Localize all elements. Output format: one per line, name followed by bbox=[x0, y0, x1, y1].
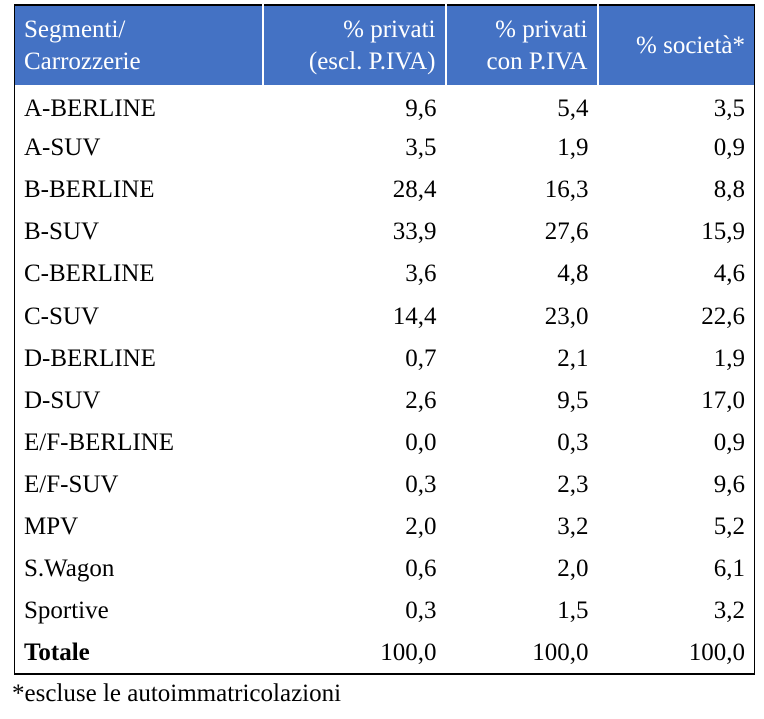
header-privati-con-piva: % privati con P.IVA bbox=[444, 5, 598, 85]
row-label: B-SUV bbox=[24, 218, 100, 246]
row-label: C-SUV bbox=[24, 302, 100, 330]
header-segmenti: Segmenti/ Carrozzerie bbox=[14, 5, 263, 85]
cell-privati-con: 1,9 bbox=[557, 134, 589, 162]
cell-privati-escl: 9,6 bbox=[405, 95, 437, 123]
table-row: S.Wagon 0,6 2,0 6,1 bbox=[15, 548, 755, 590]
row-label: E/F-SUV bbox=[24, 470, 119, 498]
footnote: *escluse le autoimmatricolazioni bbox=[12, 680, 342, 707]
table-row: C-SUV 14,4 23,0 22,6 bbox=[15, 295, 755, 337]
header-segmenti-line2: Carrozzerie bbox=[24, 47, 141, 75]
cell-privati-con: 0,3 bbox=[557, 428, 589, 456]
table-row: MPV 2,0 3,2 5,2 bbox=[15, 506, 755, 548]
header-privati-escl-line1: % privati bbox=[343, 15, 436, 43]
cell-privati-con: 16,3 bbox=[544, 176, 589, 204]
table-row: E/F-BERLINE 0,0 0,3 0,9 bbox=[15, 422, 755, 464]
cell-privati-con: 9,5 bbox=[557, 386, 589, 414]
table-body: A-BERLINE 9,6 5,4 3,5 A-SUV 3,5 1,9 0,9 … bbox=[15, 85, 755, 674]
cell-privati-escl: 0,3 bbox=[405, 470, 437, 498]
total-societa: 100,0 bbox=[688, 638, 745, 666]
table-row: C-BERLINE 3,6 4,8 4,6 bbox=[15, 253, 755, 295]
row-label: Sportive bbox=[24, 597, 109, 625]
row-label: S.Wagon bbox=[24, 555, 115, 583]
cell-societa: 6,1 bbox=[713, 555, 745, 583]
segment-share-table: Segmenti/ Carrozzerie % privati (escl. P… bbox=[14, 4, 755, 676]
cell-privati-con: 23,0 bbox=[544, 302, 589, 330]
cell-privati-escl: 0,3 bbox=[405, 597, 437, 625]
row-label: D-SUV bbox=[24, 386, 101, 414]
cell-societa: 4,6 bbox=[713, 260, 745, 288]
table-row: E/F-SUV 0,3 2,3 9,6 bbox=[15, 464, 755, 506]
row-label: C-BERLINE bbox=[24, 260, 155, 288]
header-privati-escl-piva: % privati (escl. P.IVA) bbox=[261, 5, 446, 85]
cell-privati-escl: 2,6 bbox=[405, 386, 437, 414]
row-label: A-BERLINE bbox=[24, 95, 156, 123]
cell-societa: 0,9 bbox=[713, 134, 745, 162]
row-label: D-BERLINE bbox=[24, 344, 156, 372]
total-privati-con: 100,0 bbox=[532, 638, 589, 666]
cell-privati-con: 1,5 bbox=[557, 597, 589, 625]
cell-societa: 22,6 bbox=[701, 302, 745, 330]
cell-societa: 17,0 bbox=[701, 386, 745, 414]
header-privati-con-line2: con P.IVA bbox=[486, 47, 588, 75]
cell-privati-escl: 14,4 bbox=[392, 302, 437, 330]
row-label: MPV bbox=[24, 512, 79, 540]
cell-privati-escl: 2,0 bbox=[405, 512, 437, 540]
cell-privati-escl: 33,9 bbox=[392, 218, 437, 246]
cell-privati-escl: 3,6 bbox=[405, 260, 437, 288]
cell-privati-con: 3,2 bbox=[557, 512, 589, 540]
table-header-row: Segmenti/ Carrozzerie % privati (escl. P… bbox=[14, 5, 755, 85]
table-row: B-SUV 33,9 27,6 15,9 bbox=[15, 211, 755, 253]
table-row: Sportive 0,3 1,5 3,2 bbox=[15, 590, 755, 632]
row-label: A-SUV bbox=[24, 134, 101, 162]
row-label: E/F-BERLINE bbox=[24, 428, 174, 456]
header-privati-escl-line2: (escl. P.IVA) bbox=[308, 47, 436, 75]
cell-societa: 15,9 bbox=[701, 218, 745, 246]
cell-privati-escl: 0,0 bbox=[405, 428, 437, 456]
header-privati-con-line1: % privati bbox=[495, 15, 588, 43]
cell-societa: 5,2 bbox=[713, 512, 745, 540]
table-row: A-SUV 3,5 1,9 0,9 bbox=[15, 127, 755, 169]
total-label: Totale bbox=[24, 638, 90, 666]
cell-privati-escl: 0,6 bbox=[405, 555, 437, 583]
cell-privati-con: 2,0 bbox=[557, 555, 589, 583]
cell-privati-escl: 0,7 bbox=[405, 344, 437, 372]
cell-societa: 0,9 bbox=[713, 428, 745, 456]
cell-societa: 3,2 bbox=[713, 597, 745, 625]
table-row: B-BERLINE 28,4 16,3 8,8 bbox=[15, 169, 755, 211]
header-societa: % società* bbox=[596, 5, 755, 85]
table-row: D-SUV 2,6 9,5 17,0 bbox=[15, 380, 755, 422]
total-privati-escl: 100,0 bbox=[380, 638, 437, 666]
cell-privati-con: 4,8 bbox=[557, 260, 589, 288]
total-row: Totale 100,0 100,0 100,0 bbox=[15, 632, 755, 674]
cell-privati-con: 2,1 bbox=[557, 344, 589, 372]
cell-privati-con: 2,3 bbox=[557, 470, 589, 498]
cell-societa: 8,8 bbox=[713, 176, 745, 204]
row-label: B-BERLINE bbox=[24, 176, 155, 204]
cell-societa: 9,6 bbox=[713, 470, 745, 498]
cell-privati-escl: 28,4 bbox=[392, 176, 437, 204]
cell-societa: 1,9 bbox=[713, 344, 745, 372]
header-segmenti-line1: Segmenti/ bbox=[24, 15, 126, 43]
table-row: A-BERLINE 9,6 5,4 3,5 bbox=[15, 85, 755, 127]
cell-privati-con: 5,4 bbox=[557, 95, 589, 123]
segment-share-table-container: Segmenti/ Carrozzerie % privati (escl. P… bbox=[14, 4, 755, 676]
cell-privati-con: 27,6 bbox=[544, 218, 589, 246]
cell-privati-escl: 3,5 bbox=[405, 134, 437, 162]
table-row: D-BERLINE 0,7 2,1 1,9 bbox=[15, 338, 755, 380]
cell-societa: 3,5 bbox=[713, 95, 745, 123]
